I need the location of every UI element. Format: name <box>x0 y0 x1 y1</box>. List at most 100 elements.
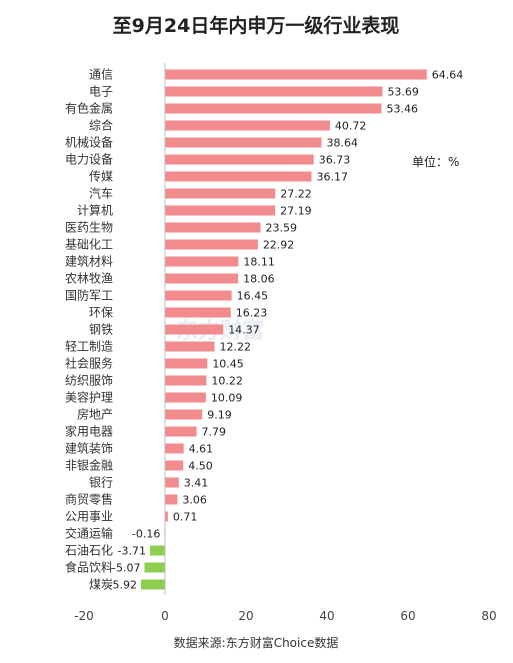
bar-26 <box>165 511 168 522</box>
category-label: 传媒 <box>89 169 113 184</box>
category-label: 公用事业 <box>65 510 113 524</box>
value-label: 10.45 <box>212 358 244 371</box>
category-label: 国防军工 <box>65 288 113 303</box>
category-label: 计算机 <box>77 203 113 218</box>
value-label: 36.17 <box>316 171 348 184</box>
value-label: 64.64 <box>432 69 464 82</box>
value-label: 12.22 <box>219 341 251 354</box>
bar-9 <box>165 222 261 233</box>
bar-0 <box>165 69 427 80</box>
x-tick-label: 0 <box>161 609 169 623</box>
category-label: 建筑装饰 <box>65 441 113 456</box>
value-label: 10.09 <box>211 392 243 405</box>
x-tick-label: -20 <box>74 609 94 623</box>
category-label: 轻工制造 <box>65 340 113 354</box>
bar-7 <box>165 188 276 199</box>
bar-12 <box>165 273 239 284</box>
category-label: 商贸零售 <box>65 492 113 507</box>
x-tick-label: 20 <box>238 609 253 623</box>
value-label: -3.71 <box>118 545 146 558</box>
value-label: 9.19 <box>207 409 232 422</box>
value-label: -0.16 <box>132 528 160 541</box>
bar-28 <box>149 545 165 556</box>
category-label: 通信 <box>89 68 113 82</box>
bar-8 <box>165 205 276 216</box>
source-note: 数据来源:东方财富Choice数据 <box>174 635 339 650</box>
category-label: 综合 <box>89 118 113 133</box>
category-label: 汽车 <box>89 186 113 201</box>
value-label: -5.07 <box>112 562 140 575</box>
category-label: 基础化工 <box>65 238 113 252</box>
category-label: 交通运输 <box>65 526 113 541</box>
bar-15 <box>165 324 224 335</box>
category-label: 美容护理 <box>65 390 113 405</box>
x-tick-label: 60 <box>400 609 415 623</box>
value-label: 27.19 <box>280 205 312 218</box>
bar-13 <box>165 290 232 301</box>
bar-24 <box>165 477 179 488</box>
value-label: 40.72 <box>335 120 367 133</box>
value-label: 10.22 <box>211 375 243 388</box>
value-label: 7.79 <box>202 426 227 439</box>
x-tick-label: 40 <box>319 609 334 623</box>
bar-18 <box>165 375 207 386</box>
bar-4 <box>165 137 322 148</box>
value-label: 53.69 <box>387 86 419 99</box>
x-tick-label: 80 <box>481 609 496 623</box>
value-labels: 64.64 53.69 53.46 40.72 38.64 36.73 36.17 27.22… <box>109 69 464 592</box>
category-label: 医药生物 <box>65 221 113 235</box>
bar-22 <box>165 443 184 454</box>
bar-2 <box>165 103 382 114</box>
bar-5 <box>165 154 314 165</box>
bar-25 <box>165 494 178 505</box>
category-label: 石油石化 <box>65 544 113 558</box>
bar-30 <box>141 579 165 590</box>
category-label: 电力设备 <box>65 153 113 167</box>
value-label: 23.59 <box>266 222 298 235</box>
bar-16 <box>165 341 215 352</box>
category-label: 建筑材料 <box>65 254 113 269</box>
category-label: 房地产 <box>77 407 113 422</box>
category-label: 社会服务 <box>65 356 113 371</box>
bar-23 <box>165 460 184 471</box>
category-label: 农林牧渔 <box>65 272 113 286</box>
category-label: 家用电器 <box>65 424 113 439</box>
value-label: 14.37 <box>228 324 259 337</box>
value-label: 38.64 <box>326 137 358 150</box>
category-label: 有色金属 <box>65 101 113 116</box>
category-label: 环保 <box>89 306 113 320</box>
value-label: 0.71 <box>173 511 198 524</box>
chart-title: 至9月24日年内申万一级行业表现 <box>113 14 400 37</box>
value-label: 3.41 <box>184 477 209 490</box>
category-label: 银行 <box>89 476 113 490</box>
value-label: 18.06 <box>243 273 275 286</box>
category-label: 食品饮料 <box>65 560 113 575</box>
value-label: 3.06 <box>182 494 207 507</box>
value-label: 16.23 <box>236 307 268 320</box>
bar-11 <box>165 256 239 267</box>
bar-6 <box>165 171 312 182</box>
bars-group <box>141 69 427 590</box>
value-label: 18.11 <box>243 256 275 269</box>
category-label: 电子 <box>89 85 113 99</box>
bar-17 <box>165 358 208 369</box>
category-label: 非银金融 <box>65 458 113 473</box>
bar-21 <box>165 426 197 437</box>
bar-14 <box>165 307 231 318</box>
category-label: 纺织服饰 <box>65 374 113 388</box>
bar-29 <box>144 562 165 573</box>
bar-19 <box>165 392 206 403</box>
value-label: 4.61 <box>189 443 214 456</box>
category-label: 钢铁 <box>89 323 113 337</box>
value-label: 36.73 <box>319 154 351 167</box>
value-label: -5.92 <box>109 579 137 592</box>
category-label: 机械设备 <box>65 135 113 150</box>
category-labels: 通信电子有色金属综合机械设备电力设备传媒汽车计算机医药生物基础化工建筑材料农林牧… <box>65 68 113 592</box>
unit-label: 单位：% <box>412 154 459 169</box>
x-axis-ticks: -20 0 20 40 60 80 <box>74 609 496 623</box>
value-label: 4.50 <box>188 460 213 473</box>
bar-10 <box>165 239 258 250</box>
category-label: 煤炭 <box>89 578 113 592</box>
bar-1 <box>165 86 383 97</box>
